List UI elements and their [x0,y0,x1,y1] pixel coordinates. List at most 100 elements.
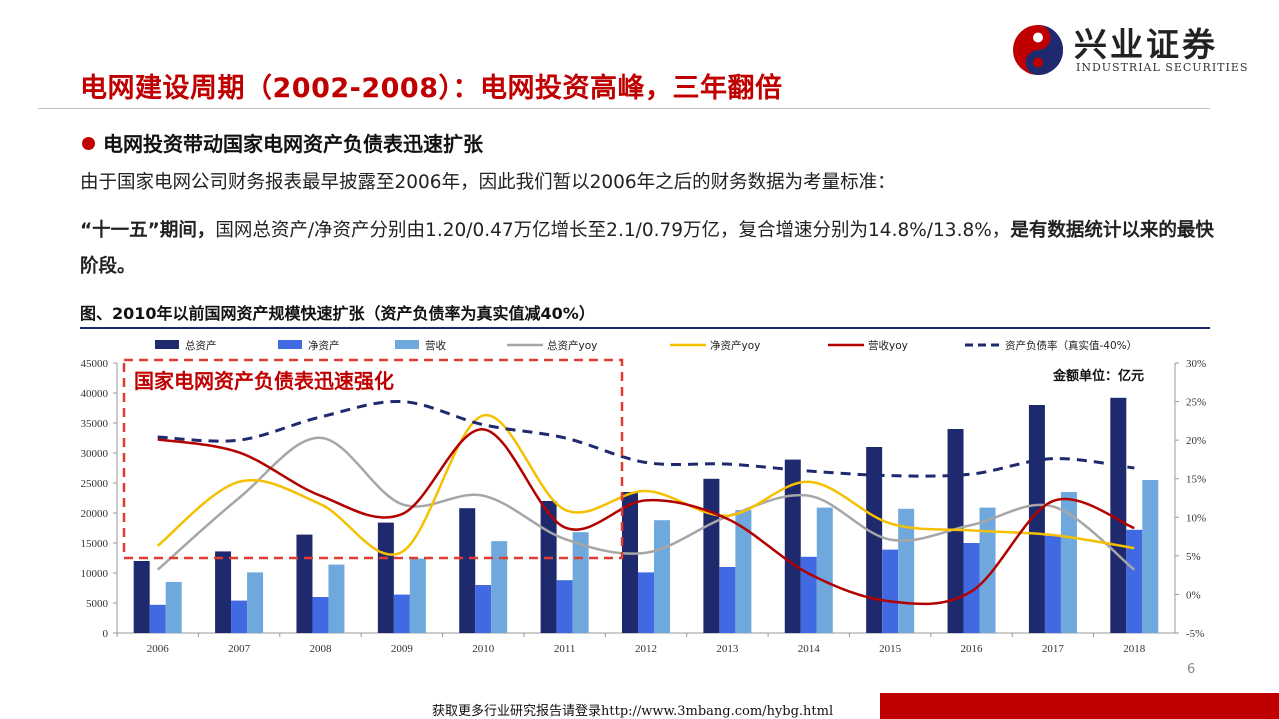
y-right-tick-label: -5% [1186,628,1204,640]
bar-营收 [409,558,426,633]
legend-swatch-净资产 [278,340,302,349]
x-tick-label: 2018 [1123,643,1146,655]
bar-净资产 [149,604,166,633]
x-tick-label: 2015 [879,643,902,655]
bar-总资产 [296,534,313,633]
y-left-tick-label: 45000 [81,358,109,370]
paragraph-2-body: 国网总资产/净资产分别由1.20/0.47万亿增长至2.1/0.79万亿，复合增… [215,220,1011,241]
bar-净资产 [231,600,248,633]
logo-text-en: INDUSTRIAL SECURITIES [1076,61,1249,74]
y-right-tick-label: 15% [1186,474,1206,486]
bar-总资产 [133,561,150,633]
x-tick-label: 2007 [228,643,251,655]
bullet-icon [82,137,95,150]
paragraph-1: 由于国家电网公司财务报表最早披露至2006年，因此我们暂以2006年之后的财务数… [80,172,896,193]
bar-营收 [328,564,345,633]
paragraph-2: “十一五”期间，国网总资产/净资产分别由1.20/0.47万亿增长至2.1/0.… [80,213,1220,285]
bar-营收 [572,532,589,633]
x-tick-label: 2014 [798,643,821,655]
x-tick-label: 2016 [961,643,984,655]
bar-总资产 [215,551,232,633]
bar-总资产 [622,492,638,633]
y-right-tick-label: 0% [1186,589,1201,601]
company-logo [1013,25,1063,75]
bar-净资产 [475,585,492,633]
annotation-text: 国家电网资产负债表迅速强化 [134,369,394,393]
y-left-tick-label: 10000 [81,568,109,580]
footer-link-text[interactable]: 获取更多行业研究报告请登录http://www.3mbang.com/hybg.… [432,704,834,719]
bar-营收 [979,507,996,633]
y-left-tick-label: 30000 [81,448,109,460]
x-tick-label: 2009 [391,643,414,655]
line-净资产yoy [156,414,1135,556]
bar-净资产 [1126,529,1143,633]
legend-swatch-营收 [395,340,419,349]
figure-rule [80,327,1210,329]
y-left-tick-label: 20000 [81,508,109,520]
y-right-tick-label: 20% [1186,435,1206,447]
x-tick-label: 2010 [472,643,495,655]
bar-营收 [491,541,508,633]
logo-emblem-icon [1013,25,1063,75]
annotation-box [122,358,624,560]
unit-note: 金额单位：亿元 [1052,368,1144,384]
page-number: 6 [1187,662,1196,677]
bar-营收 [165,582,182,633]
y-left-tick-label: 35000 [81,418,109,430]
legend-label: 净资产 [308,339,340,352]
x-tick-label: 2006 [147,643,170,655]
y-left-tick-label: 5000 [86,598,109,610]
bar-净资产 [719,567,736,633]
y-left-tick-label: 0 [103,628,109,640]
bar-净资产 [1044,535,1061,633]
bar-净资产 [638,572,654,633]
y-left-tick-label: 25000 [81,478,109,490]
bar-净资产 [556,580,573,633]
bar-营收 [1142,480,1159,633]
bar-总资产 [947,429,964,633]
logo-text-cn: 兴业证券 [1074,25,1218,64]
bar-总资产 [377,522,394,633]
line-营收yoy [157,428,1135,606]
bar-总资产 [459,508,476,633]
y-right-tick-label: 5% [1186,551,1201,563]
legend-label: 营收 [425,339,446,352]
legend-label: 净资产yoy [710,339,760,352]
footer-bar [880,693,1279,719]
subheading: 电网投资带动国家电网资产负债表迅速扩张 [103,132,483,156]
bar-营收 [816,507,833,633]
bar-总资产 [1110,397,1127,633]
x-tick-label: 2017 [1042,643,1065,655]
legend-label: 总资产yoy [547,339,597,352]
bar-总资产 [784,459,801,633]
line-资产负债率（真实值-40%） [157,400,1135,478]
legend-swatch-总资产 [155,340,179,349]
x-tick-label: 2008 [309,643,332,655]
bar-净资产 [882,549,899,633]
figure-title: 图、2010年以前国网资产规模快速扩张（资产负债率为真实值减40%） [80,304,595,323]
bar-净资产 [312,597,329,633]
y-right-tick-label: 10% [1186,512,1206,524]
bar-净资产 [393,594,410,633]
page-title: 电网建设周期（2002-2008）：电网投资高峰，三年翻倍 [80,73,783,104]
paragraph-2-conclusion: 是有数据统计以来的最快阶段。 [80,220,1214,277]
y-right-tick-label: 30% [1186,358,1206,370]
y-left-tick-label: 15000 [81,538,109,550]
line-总资产yoy [156,436,1136,571]
bar-净资产 [963,543,980,633]
y-left-tick-label: 40000 [81,388,109,400]
bar-总资产 [866,447,883,633]
bar-总资产 [703,478,720,633]
legend-label: 总资产 [185,339,217,352]
bar-净资产 [800,556,817,633]
x-tick-label: 2012 [635,643,657,655]
bar-营收 [1060,492,1077,633]
paragraph-2-lead: “十一五”期间， [80,220,216,241]
bar-营收 [654,520,670,633]
bar-营收 [735,510,752,633]
bar-营收 [247,572,264,633]
legend-label: 营收yoy [868,339,908,352]
x-tick-label: 2013 [716,643,739,655]
y-right-tick-label: 25% [1186,397,1206,409]
legend-label: 资产负债率（真实值-40%） [1005,339,1137,352]
